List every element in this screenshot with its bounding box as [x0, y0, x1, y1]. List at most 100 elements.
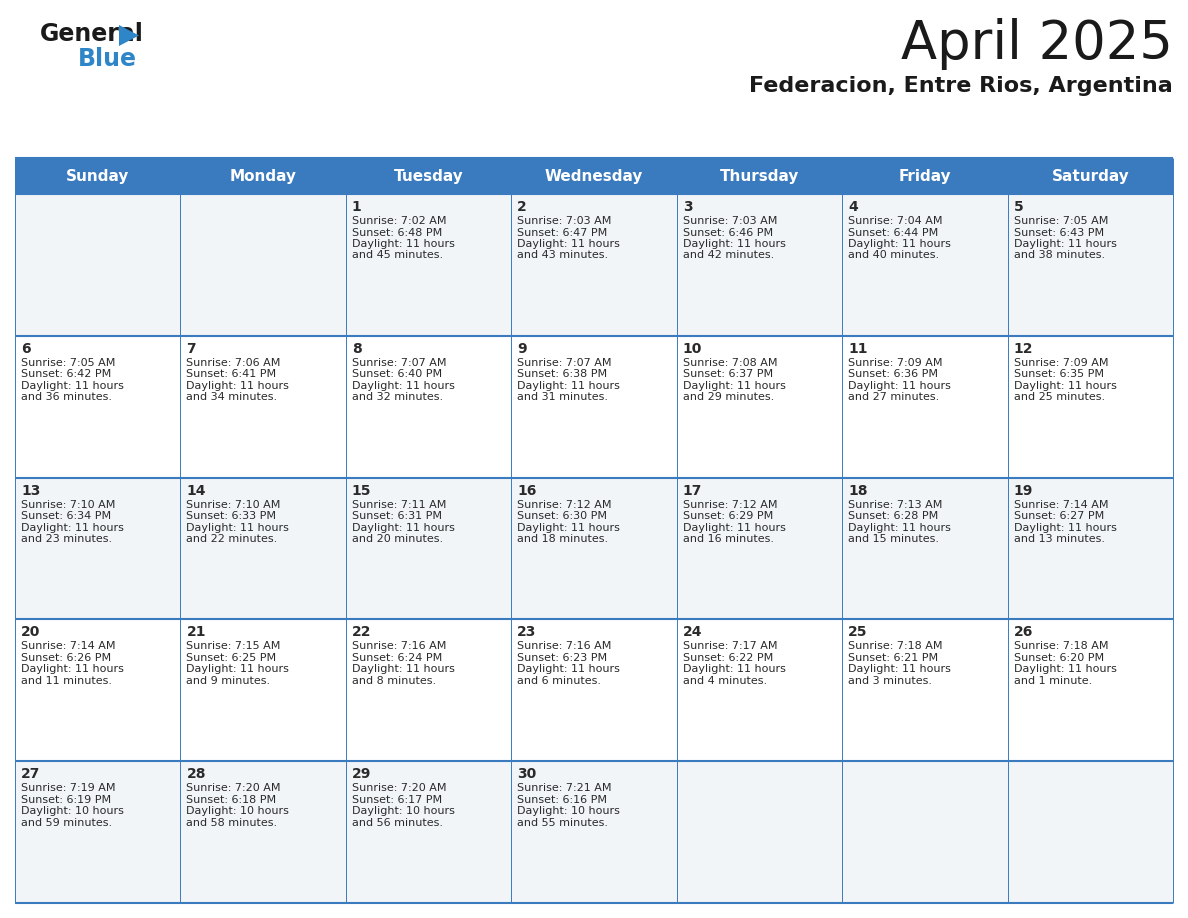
- Text: 5: 5: [1013, 200, 1023, 214]
- Text: Daylight: 11 hours: Daylight: 11 hours: [21, 381, 124, 391]
- Text: Sunset: 6:46 PM: Sunset: 6:46 PM: [683, 228, 773, 238]
- Text: Sunrise: 7:10 AM: Sunrise: 7:10 AM: [187, 499, 280, 509]
- Text: Sunrise: 7:16 AM: Sunrise: 7:16 AM: [352, 642, 447, 652]
- Text: and 58 minutes.: and 58 minutes.: [187, 818, 278, 828]
- Text: 15: 15: [352, 484, 372, 498]
- Text: Sunset: 6:38 PM: Sunset: 6:38 PM: [517, 369, 607, 379]
- Bar: [15, 158, 1173, 194]
- Bar: [15, 194, 1173, 336]
- Text: Sunset: 6:42 PM: Sunset: 6:42 PM: [21, 369, 112, 379]
- Bar: [15, 336, 1173, 477]
- Text: Daylight: 11 hours: Daylight: 11 hours: [517, 381, 620, 391]
- Text: Sunrise: 7:14 AM: Sunrise: 7:14 AM: [1013, 499, 1108, 509]
- Text: 23: 23: [517, 625, 537, 640]
- Text: 26: 26: [1013, 625, 1032, 640]
- Text: Daylight: 11 hours: Daylight: 11 hours: [517, 239, 620, 249]
- Text: Sunset: 6:16 PM: Sunset: 6:16 PM: [517, 795, 607, 805]
- Text: and 13 minutes.: and 13 minutes.: [1013, 534, 1105, 544]
- Text: Sunrise: 7:16 AM: Sunrise: 7:16 AM: [517, 642, 612, 652]
- Text: Federacion, Entre Rios, Argentina: Federacion, Entre Rios, Argentina: [750, 76, 1173, 96]
- Text: Friday: Friday: [898, 169, 952, 184]
- Text: and 20 minutes.: and 20 minutes.: [352, 534, 443, 544]
- Text: Daylight: 11 hours: Daylight: 11 hours: [352, 381, 455, 391]
- Text: Sunset: 6:47 PM: Sunset: 6:47 PM: [517, 228, 607, 238]
- Text: and 9 minutes.: and 9 minutes.: [187, 676, 271, 686]
- Text: 25: 25: [848, 625, 867, 640]
- Text: and 36 minutes.: and 36 minutes.: [21, 392, 112, 402]
- Text: Sunrise: 7:15 AM: Sunrise: 7:15 AM: [187, 642, 280, 652]
- Text: Sunset: 6:19 PM: Sunset: 6:19 PM: [21, 795, 112, 805]
- Text: 1: 1: [352, 200, 361, 214]
- Text: 13: 13: [21, 484, 40, 498]
- Text: Sunrise: 7:09 AM: Sunrise: 7:09 AM: [848, 358, 942, 368]
- Text: Sunrise: 7:20 AM: Sunrise: 7:20 AM: [352, 783, 447, 793]
- Text: and 25 minutes.: and 25 minutes.: [1013, 392, 1105, 402]
- Text: Sunset: 6:23 PM: Sunset: 6:23 PM: [517, 653, 607, 663]
- Text: and 1 minute.: and 1 minute.: [1013, 676, 1092, 686]
- Text: Sunset: 6:26 PM: Sunset: 6:26 PM: [21, 653, 112, 663]
- Text: and 29 minutes.: and 29 minutes.: [683, 392, 773, 402]
- Text: Sunrise: 7:06 AM: Sunrise: 7:06 AM: [187, 358, 280, 368]
- Text: Daylight: 11 hours: Daylight: 11 hours: [517, 522, 620, 532]
- Text: and 3 minutes.: and 3 minutes.: [848, 676, 933, 686]
- Text: Daylight: 11 hours: Daylight: 11 hours: [352, 239, 455, 249]
- Text: Sunrise: 7:17 AM: Sunrise: 7:17 AM: [683, 642, 777, 652]
- Text: and 27 minutes.: and 27 minutes.: [848, 392, 940, 402]
- Text: Daylight: 10 hours: Daylight: 10 hours: [517, 806, 620, 816]
- Text: Thursday: Thursday: [720, 169, 800, 184]
- Text: and 42 minutes.: and 42 minutes.: [683, 251, 773, 261]
- Text: 6: 6: [21, 341, 31, 356]
- Text: Sunset: 6:35 PM: Sunset: 6:35 PM: [1013, 369, 1104, 379]
- Text: Sunrise: 7:12 AM: Sunrise: 7:12 AM: [683, 499, 777, 509]
- Text: April 2025: April 2025: [902, 18, 1173, 70]
- Text: Sunset: 6:21 PM: Sunset: 6:21 PM: [848, 653, 939, 663]
- Text: Sunset: 6:22 PM: Sunset: 6:22 PM: [683, 653, 773, 663]
- Text: 18: 18: [848, 484, 867, 498]
- Text: 11: 11: [848, 341, 867, 356]
- Text: Sunrise: 7:13 AM: Sunrise: 7:13 AM: [848, 499, 942, 509]
- Text: Sunrise: 7:07 AM: Sunrise: 7:07 AM: [352, 358, 447, 368]
- Text: 12: 12: [1013, 341, 1034, 356]
- Text: and 4 minutes.: and 4 minutes.: [683, 676, 766, 686]
- Text: Daylight: 11 hours: Daylight: 11 hours: [352, 522, 455, 532]
- Text: Saturday: Saturday: [1051, 169, 1129, 184]
- Text: Daylight: 11 hours: Daylight: 11 hours: [683, 522, 785, 532]
- Bar: [15, 620, 1173, 761]
- Text: and 11 minutes.: and 11 minutes.: [21, 676, 112, 686]
- Text: 7: 7: [187, 341, 196, 356]
- Text: Sunset: 6:40 PM: Sunset: 6:40 PM: [352, 369, 442, 379]
- Text: Daylight: 11 hours: Daylight: 11 hours: [21, 665, 124, 675]
- Text: Daylight: 11 hours: Daylight: 11 hours: [848, 665, 952, 675]
- Text: Sunset: 6:28 PM: Sunset: 6:28 PM: [848, 511, 939, 521]
- Text: Sunset: 6:44 PM: Sunset: 6:44 PM: [848, 228, 939, 238]
- Text: Daylight: 11 hours: Daylight: 11 hours: [187, 665, 290, 675]
- Text: Tuesday: Tuesday: [393, 169, 463, 184]
- Text: General: General: [40, 22, 144, 46]
- Text: Sunset: 6:29 PM: Sunset: 6:29 PM: [683, 511, 773, 521]
- Text: and 55 minutes.: and 55 minutes.: [517, 818, 608, 828]
- Text: and 45 minutes.: and 45 minutes.: [352, 251, 443, 261]
- Text: Sunset: 6:30 PM: Sunset: 6:30 PM: [517, 511, 607, 521]
- Text: Sunset: 6:31 PM: Sunset: 6:31 PM: [352, 511, 442, 521]
- Text: Sunrise: 7:03 AM: Sunrise: 7:03 AM: [683, 216, 777, 226]
- Text: Sunday: Sunday: [67, 169, 129, 184]
- Text: and 59 minutes.: and 59 minutes.: [21, 818, 112, 828]
- Text: 21: 21: [187, 625, 206, 640]
- Text: Sunrise: 7:07 AM: Sunrise: 7:07 AM: [517, 358, 612, 368]
- Text: 29: 29: [352, 767, 371, 781]
- Text: Sunset: 6:43 PM: Sunset: 6:43 PM: [1013, 228, 1104, 238]
- Text: Daylight: 11 hours: Daylight: 11 hours: [848, 381, 952, 391]
- Text: and 18 minutes.: and 18 minutes.: [517, 534, 608, 544]
- Text: Sunrise: 7:21 AM: Sunrise: 7:21 AM: [517, 783, 612, 793]
- Text: Daylight: 11 hours: Daylight: 11 hours: [848, 522, 952, 532]
- Text: 19: 19: [1013, 484, 1032, 498]
- Text: Daylight: 11 hours: Daylight: 11 hours: [683, 239, 785, 249]
- Text: Daylight: 11 hours: Daylight: 11 hours: [1013, 665, 1117, 675]
- Text: Sunrise: 7:05 AM: Sunrise: 7:05 AM: [1013, 216, 1108, 226]
- Text: Daylight: 11 hours: Daylight: 11 hours: [352, 665, 455, 675]
- Text: Sunrise: 7:08 AM: Sunrise: 7:08 AM: [683, 358, 777, 368]
- Text: and 6 minutes.: and 6 minutes.: [517, 676, 601, 686]
- Text: Daylight: 11 hours: Daylight: 11 hours: [187, 381, 290, 391]
- Text: 9: 9: [517, 341, 527, 356]
- Text: and 43 minutes.: and 43 minutes.: [517, 251, 608, 261]
